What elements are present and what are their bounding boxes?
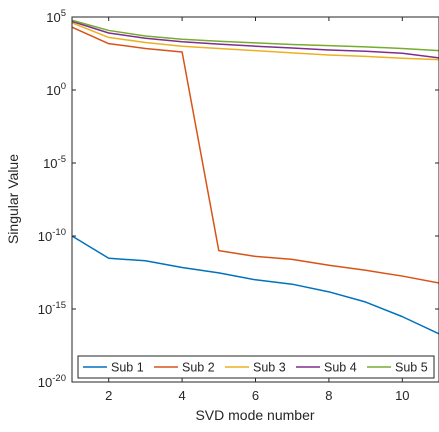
series-line-3	[71, 22, 439, 61]
x-tick-label: 6	[252, 388, 259, 403]
series-line-4	[71, 20, 439, 59]
series-line-2	[71, 26, 439, 284]
y-axis-label: Singular Value	[5, 154, 21, 244]
legend-label-3: Sub 3	[253, 361, 286, 375]
x-tick-label: 10	[395, 388, 409, 403]
y-tick-label: 10-10	[38, 227, 66, 244]
legend-box	[77, 355, 435, 379]
legend: Sub 1 Sub 2 Sub 3 Sub 4 Sub 5	[77, 355, 435, 379]
y-tick-label: 10-20	[38, 373, 66, 390]
y-tick-label: 100	[46, 81, 66, 98]
legend-label-4: Sub 4	[324, 361, 357, 375]
series-line-5	[71, 19, 439, 52]
series-line-1	[71, 235, 439, 335]
x-tick-label: 2	[105, 388, 112, 403]
x-tick-label: 8	[325, 388, 332, 403]
plot-area	[72, 17, 439, 382]
series-layer	[71, 19, 439, 335]
legend-label-5: Sub 5	[395, 361, 428, 375]
y-tick-label: 10-5	[43, 154, 66, 171]
legend-label-1: Sub 1	[111, 361, 144, 375]
y-tick-label: 105	[46, 8, 66, 25]
y-tick-label: 10-15	[38, 300, 66, 317]
x-tick-label: 4	[178, 388, 185, 403]
legend-label-2: Sub 2	[182, 361, 215, 375]
x-axis-label: SVD mode number	[195, 407, 314, 423]
axes-layer: 2 4 6 8 10 105 100 10-5 10-10 10-15 10-20	[38, 8, 439, 403]
